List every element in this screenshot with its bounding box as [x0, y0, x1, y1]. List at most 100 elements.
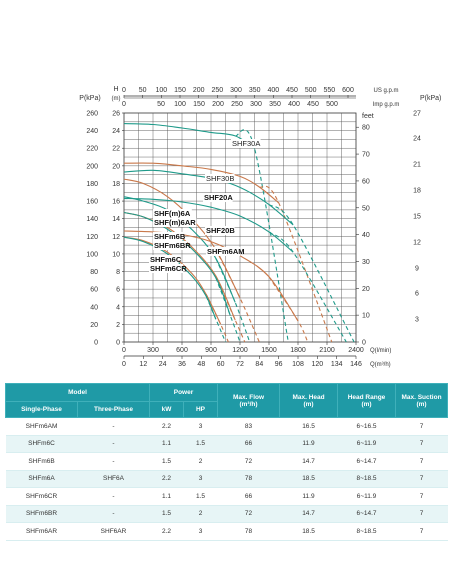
- cell-flow: 78: [217, 470, 280, 488]
- cell-flow: 78: [217, 522, 280, 541]
- cell-single: SHFm6CR: [5, 487, 78, 506]
- cell-flow: 72: [217, 505, 280, 523]
- header-max-suction-unit: (m): [416, 400, 427, 408]
- header-head-range-unit: (m): [361, 400, 372, 408]
- cell-flow: 66: [217, 487, 280, 506]
- cell-single: SHFm6B: [5, 452, 78, 471]
- cell-hp: 1.5: [183, 435, 218, 453]
- curve-tail-shfm6c: [205, 294, 229, 343]
- cell-range: 6~11.9: [337, 435, 396, 453]
- tick-label-kpa-right: 6: [415, 291, 419, 298]
- tick-label-kpa-left: 260: [86, 111, 98, 118]
- tick-label-head-m: 26: [112, 111, 120, 118]
- cell-kw: 1.1: [149, 435, 184, 453]
- tick-label-us-gpm: 50: [139, 87, 147, 94]
- header-kw: kW: [149, 401, 184, 418]
- cell-three: SHF6A: [77, 470, 150, 488]
- axis-label-lmin: Q(l/min): [370, 348, 391, 354]
- tick-label-head-m: 14: [112, 216, 120, 223]
- cell-three: -: [77, 487, 150, 506]
- curve-label-bg: [205, 174, 235, 183]
- tick-label-feet: 20: [362, 286, 370, 293]
- curve-tail-shfm6am: [268, 276, 309, 343]
- tick-label-kpa-right: 3: [415, 317, 419, 324]
- tick-label-head-m: 18: [112, 181, 120, 188]
- curve-tail-shfm6cr: [205, 295, 227, 343]
- tick-label-us-gpm: 300: [230, 87, 242, 94]
- tick-label-imp-gpm: 0: [122, 101, 126, 108]
- tick-label-imp-gpm: 500: [326, 101, 338, 108]
- curve-label-shf30a: SHF30A: [232, 139, 260, 148]
- tick-label-imp-gpm: 250: [231, 101, 243, 108]
- axis-label-feet: feet: [362, 113, 374, 120]
- axis-label-head-unit: (m): [112, 96, 121, 102]
- tick-label-m3h: 24: [159, 361, 167, 368]
- cell-single: SHFm6BR: [5, 505, 78, 523]
- chart-svg: 0246810121416182022242602040608010012014…: [79, 86, 441, 368]
- curve-label-shfm6ar: SHF(m)6AR: [154, 218, 196, 227]
- tick-label-feet: 70: [362, 152, 370, 159]
- tick-label-imp-gpm: 100: [174, 101, 186, 108]
- cell-head: 16.5: [279, 417, 338, 436]
- tick-label-head-m: 16: [112, 199, 120, 206]
- tick-label-head-m: 0: [116, 340, 120, 347]
- header-single-phase: Single-Phase: [5, 401, 78, 418]
- curve-label-bg: [149, 255, 179, 264]
- tick-label-lmin: 1200: [232, 347, 248, 354]
- tick-label-kpa-left: 140: [86, 216, 98, 223]
- cell-kw: 1.5: [149, 505, 184, 523]
- curve-label-shf20a: SHF20A: [204, 193, 233, 202]
- cell-suction: 7: [395, 470, 448, 488]
- curve-label-bg: [206, 247, 241, 256]
- table-row: SHFm6BR -1.5 2 72 14.7 6~14.7 7: [5, 505, 448, 523]
- cell-hp: 2: [183, 452, 218, 471]
- header-model: Model: [5, 383, 150, 402]
- cell-suction: 7: [395, 505, 448, 523]
- curve-label-bg: [231, 139, 261, 148]
- header-max-flow: Max. Flow (m³/h): [217, 383, 281, 418]
- cell-head: 14.7: [279, 452, 338, 471]
- curve-label-bg: [153, 209, 192, 218]
- tick-label-m3h: 134: [331, 361, 343, 368]
- tick-label-kpa-left: 80: [90, 269, 98, 276]
- tick-label-head-m: 20: [112, 163, 120, 170]
- tick-label-kpa-left: 40: [90, 304, 98, 311]
- tick-label-feet: 60: [362, 178, 370, 185]
- tick-label-kpa-left: 180: [86, 181, 98, 188]
- axis-label-m3h: Q(m³/h): [370, 362, 391, 368]
- table-row: SHFm6B -1.5 2 72 14.7 6~14.7 7: [5, 452, 448, 471]
- curve-tail-shf30b: [258, 185, 333, 343]
- curve-label-bg: [153, 232, 183, 241]
- curve-label-shfm6br: SHFm6BR: [154, 241, 191, 250]
- cell-three: -: [77, 505, 150, 523]
- curve-label-bg: [203, 193, 233, 202]
- cell-kw: 2.2: [149, 417, 184, 436]
- cell-suction: 7: [395, 435, 448, 453]
- curve-label-bg: [153, 218, 197, 227]
- tick-label-lmin: 1500: [261, 347, 277, 354]
- tick-label-m3h: 108: [292, 361, 304, 368]
- tick-label-kpa-left: 120: [86, 234, 98, 241]
- cell-single: SHFm6C: [5, 435, 78, 453]
- cell-head: 18.5: [279, 470, 338, 488]
- header-max-suction: Max. Suction (m): [395, 383, 449, 418]
- tick-label-us-gpm: 350: [249, 87, 261, 94]
- cell-range: 6~14.7: [337, 505, 396, 523]
- axis-label-us-gpm: US g.p.m: [373, 88, 398, 94]
- cell-single: SHFm6AM: [5, 417, 78, 436]
- tick-label-us-gpm: 550: [323, 87, 335, 94]
- tick-label-us-gpm: 500: [305, 87, 317, 94]
- cell-flow: 83: [217, 417, 280, 436]
- tick-label-head-m: 10: [112, 251, 120, 258]
- tick-label-head-m: 24: [112, 128, 120, 135]
- tick-label-kpa-left: 60: [90, 287, 98, 294]
- tick-label-feet: 10: [362, 313, 370, 320]
- tick-label-us-gpm: 400: [267, 87, 279, 94]
- cell-flow: 72: [217, 452, 280, 471]
- tick-label-m3h: 0: [122, 361, 126, 368]
- tick-label-kpa-right: 9: [415, 266, 419, 273]
- axis-label-head-h: H: [113, 86, 118, 93]
- curve-label-shfm6cr: SHFm6CR: [150, 264, 187, 273]
- tick-label-kpa-left: 100: [86, 251, 98, 258]
- cell-single: SHFm6AR: [5, 522, 78, 541]
